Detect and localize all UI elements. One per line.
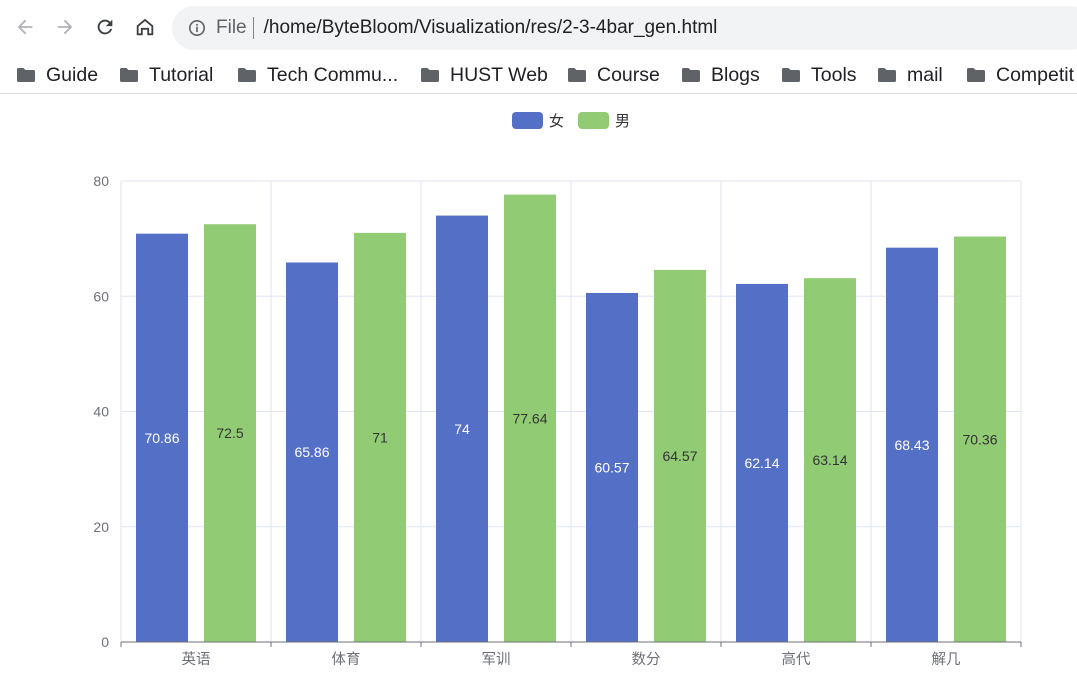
bar-value-label: 77.64 xyxy=(512,410,547,426)
folder-icon xyxy=(17,68,35,82)
folder-icon xyxy=(568,68,586,82)
forward-button[interactable] xyxy=(50,12,80,42)
bookmark-label: Tutorial xyxy=(149,63,214,86)
bookmark-label: HUST Web xyxy=(450,63,548,86)
bar-value-label: 72.5 xyxy=(216,425,243,441)
bookmark-item[interactable]: Tutorial xyxy=(119,60,213,90)
home-icon xyxy=(136,18,154,36)
bar-value-label: 68.43 xyxy=(894,437,929,453)
folder-icon xyxy=(238,68,256,82)
arrow-right-icon xyxy=(57,19,73,35)
bar-value-label: 64.57 xyxy=(662,448,697,464)
legend-swatch[interactable] xyxy=(578,112,609,129)
info-icon[interactable] xyxy=(188,19,206,37)
bookmark-label: Course xyxy=(597,63,660,86)
bar-value-label: 62.14 xyxy=(744,455,779,471)
browser-toolbar: File /home/ByteBloom/Visualization/res/2… xyxy=(0,0,1077,56)
folder-icon xyxy=(421,68,439,82)
home-button[interactable] xyxy=(130,12,160,42)
reload-icon xyxy=(97,19,113,35)
y-tick-label: 60 xyxy=(93,288,109,304)
bookmarks-bar: Guide Tutorial Tech Commu... HUST Web Course… xyxy=(0,56,1077,94)
bookmark-item[interactable]: Course xyxy=(567,60,660,90)
bar-value-label: 65.86 xyxy=(294,444,329,460)
bookmark-label: Tools xyxy=(811,63,857,86)
bookmark-item[interactable]: Competit xyxy=(966,60,1074,90)
bar-female xyxy=(736,283,788,642)
folder-icon xyxy=(967,68,985,82)
bar-male xyxy=(804,278,856,642)
folder-icon xyxy=(878,68,896,82)
folder-icon xyxy=(682,68,700,82)
bar-male xyxy=(354,232,406,643)
y-tick-label: 80 xyxy=(93,173,109,189)
bookmark-item[interactable]: Guide xyxy=(16,60,98,90)
x-category-label: 英语 xyxy=(182,650,211,668)
bar-male xyxy=(654,269,706,642)
bookmark-label: Blogs xyxy=(711,63,760,86)
arrow-left-icon xyxy=(17,19,33,35)
bookmark-label: Competit xyxy=(996,63,1075,86)
back-button[interactable] xyxy=(10,12,40,42)
bookmark-label: mail xyxy=(907,63,943,86)
bar-female xyxy=(286,262,338,642)
bar-female xyxy=(886,247,938,642)
url-text[interactable]: /home/ByteBloom/Visualization/res/2-3-4b… xyxy=(263,17,718,38)
bar-male xyxy=(504,194,556,643)
bar-male xyxy=(204,224,256,642)
bar-female xyxy=(436,215,488,642)
bar-chart: 0 20 40 60 80 70.86 72.5 英语 65.86 71 体育 74 77.64 军训 60… xyxy=(93,112,1022,668)
bookmark-item[interactable]: mail xyxy=(877,60,943,90)
folder-icon xyxy=(782,68,800,82)
address-separator xyxy=(252,17,254,39)
x-category-label: 数分 xyxy=(632,651,661,668)
legend-label[interactable]: 女 xyxy=(549,112,564,130)
bar-male xyxy=(954,236,1006,642)
bar-female xyxy=(136,233,188,642)
bookmark-item[interactable]: Tech Commu... xyxy=(237,60,398,90)
bookmark-item[interactable]: Blogs xyxy=(681,60,760,90)
bar-value-label: 71 xyxy=(372,429,388,445)
reload-button[interactable] xyxy=(90,12,120,42)
x-category-label: 解几 xyxy=(932,651,961,668)
folder-icon xyxy=(120,68,138,82)
address-bar[interactable]: File /home/ByteBloom/Visualization/res/2… xyxy=(172,6,1077,50)
x-category-label: 军训 xyxy=(482,651,511,668)
y-tick-label: 40 xyxy=(93,404,109,420)
bar-value-label: 70.86 xyxy=(144,430,179,446)
bar-value-label: 70.36 xyxy=(962,431,997,447)
bar-value-label: 74 xyxy=(454,421,470,437)
y-tick-label: 20 xyxy=(93,519,109,535)
scheme-label: File xyxy=(216,17,247,38)
x-category-label: 体育 xyxy=(332,651,361,668)
bar-value-label: 60.57 xyxy=(594,459,629,475)
y-tick-label: 0 xyxy=(101,634,109,650)
bookmark-item[interactable]: Tools xyxy=(781,60,857,90)
legend-swatch[interactable] xyxy=(512,112,543,129)
x-category-label: 高代 xyxy=(782,651,811,668)
bookmark-item[interactable]: HUST Web xyxy=(420,60,548,90)
bookmark-label: Guide xyxy=(46,63,99,86)
bar-female xyxy=(586,292,638,642)
bookmark-label: Tech Commu... xyxy=(267,63,399,86)
legend-label[interactable]: 男 xyxy=(615,113,630,130)
bar-value-label: 63.14 xyxy=(812,452,847,468)
